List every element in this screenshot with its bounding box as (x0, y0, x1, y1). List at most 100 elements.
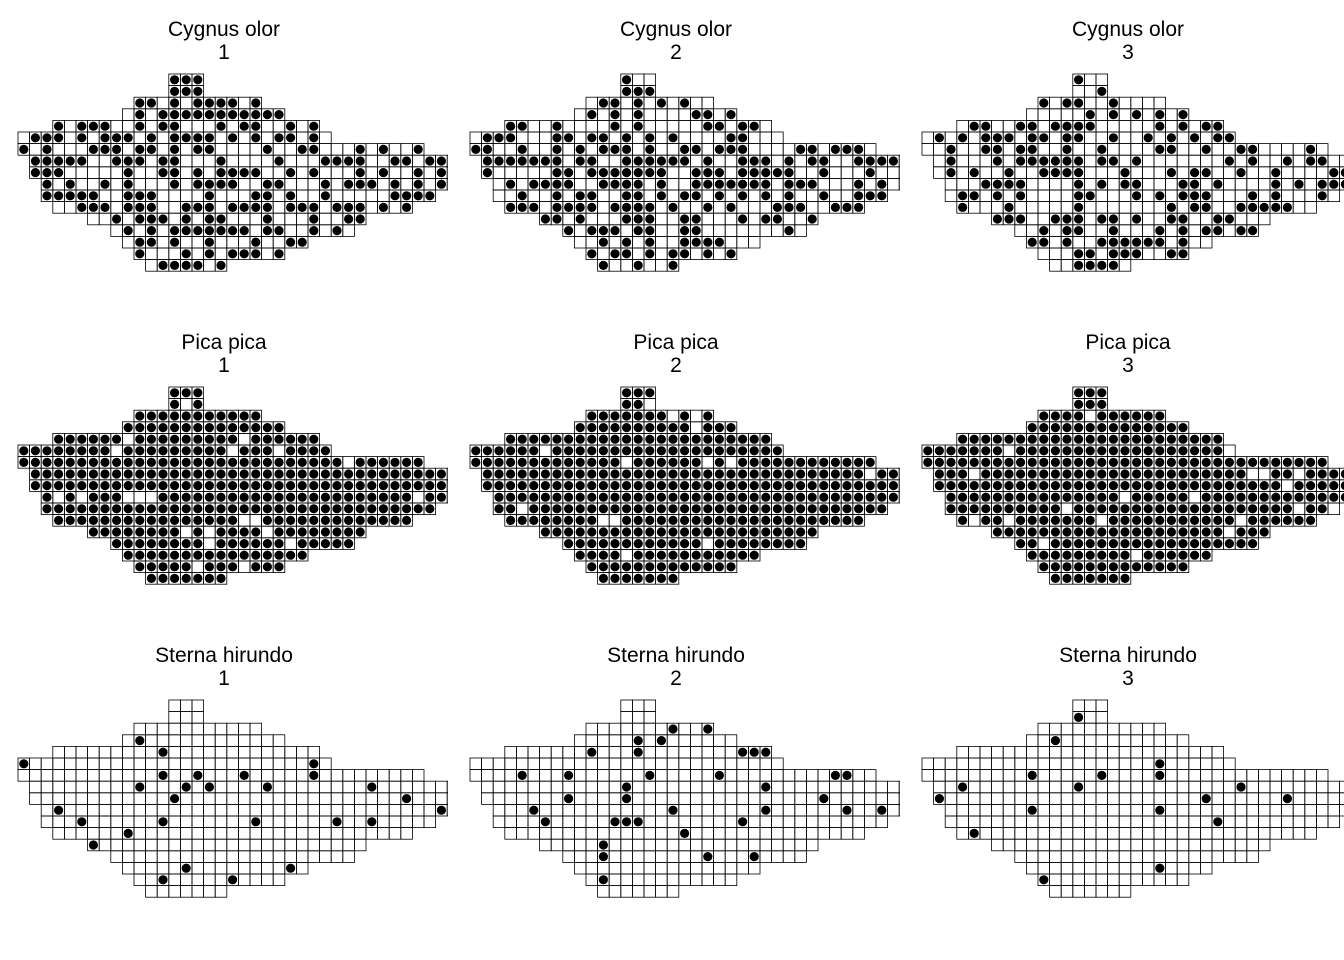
presence-dot (749, 492, 759, 502)
presence-dot (1201, 492, 1211, 502)
grid-square (469, 769, 483, 782)
grid-square (620, 456, 633, 469)
grid-square (1072, 792, 1085, 805)
grid-square (991, 769, 1004, 782)
grid-square (1107, 803, 1120, 817)
presence-dot (1248, 191, 1258, 201)
grid-square (1060, 502, 1074, 516)
presence-dot (726, 434, 736, 444)
presence-dot (1120, 434, 1130, 444)
presence-dot (19, 446, 29, 456)
grid-square (284, 757, 297, 771)
presence-dot (262, 457, 272, 467)
grid-square (1037, 734, 1051, 747)
grid-square (991, 780, 1004, 794)
grid-square (145, 108, 158, 121)
presence-dot (598, 539, 608, 549)
grid-square (110, 838, 123, 852)
presence-dot (726, 504, 736, 514)
presence-dot (181, 550, 191, 560)
presence-dot (680, 214, 690, 224)
grid-square (1269, 154, 1283, 168)
grid-square (1095, 711, 1109, 724)
grid-square (400, 143, 413, 156)
period-label: 3 (1122, 354, 1134, 377)
grid-square (1281, 189, 1294, 203)
presence-dot (123, 133, 133, 143)
grid-square (620, 873, 633, 887)
presence-dot (65, 179, 75, 189)
presence-dot (738, 214, 748, 224)
presence-dot (529, 202, 539, 212)
presence-dot (587, 423, 597, 433)
grid-square (701, 734, 715, 747)
presence-dot (42, 457, 52, 467)
grid-square (1118, 224, 1132, 237)
grid-square (179, 166, 193, 179)
grid-square (643, 792, 657, 805)
presence-dot (761, 481, 771, 491)
presence-dot (1132, 110, 1142, 120)
presence-dot (1155, 515, 1165, 525)
presence-dot (1062, 469, 1072, 479)
grid-square (747, 861, 761, 875)
grid-square (678, 780, 691, 794)
presence-dot (552, 469, 562, 479)
presence-dot (958, 446, 968, 456)
grid-square (1211, 746, 1225, 759)
grid-square (1002, 120, 1016, 133)
presence-dot (1132, 423, 1142, 433)
grid-square (956, 769, 969, 782)
presence-dot (819, 191, 829, 201)
presence-dot (158, 214, 168, 224)
grid-square (400, 827, 413, 840)
grid-square (110, 757, 123, 771)
presence-dot (1085, 399, 1095, 409)
presence-dot (1085, 121, 1095, 131)
presence-dot (703, 724, 713, 734)
presence-dot (622, 504, 632, 514)
presence-dot (784, 168, 794, 178)
presence-dot (1166, 457, 1176, 467)
grid-square (562, 746, 575, 759)
grid-square (805, 525, 819, 539)
presence-dot (1143, 469, 1153, 479)
presence-dot (286, 527, 296, 537)
grid-square (863, 815, 877, 829)
presence-dot (958, 515, 968, 525)
presence-dot (1132, 457, 1142, 467)
presence-dot (645, 469, 655, 479)
grid-square (330, 827, 344, 840)
presence-dot (552, 515, 562, 525)
grid-square (319, 792, 332, 805)
presence-dot (251, 492, 261, 502)
presence-dot (564, 527, 574, 537)
grid-square (817, 780, 831, 794)
grid-square (226, 838, 239, 852)
presence-dot (1097, 411, 1107, 421)
grid-square (469, 131, 483, 145)
grid-square (887, 166, 900, 179)
grid-square (666, 780, 680, 794)
presence-dot (436, 481, 446, 491)
grid-square (1292, 154, 1306, 168)
grid-square (272, 769, 286, 782)
species-label: Pica pica (1085, 331, 1171, 354)
grid-square (794, 537, 807, 550)
grid-square (319, 224, 332, 237)
presence-dot (691, 179, 701, 189)
presence-dot (830, 481, 840, 491)
grid-square (156, 780, 170, 794)
presence-dot (598, 98, 608, 108)
grid-square (1002, 803, 1016, 817)
presence-dot (1190, 481, 1200, 491)
grid-square (678, 177, 691, 191)
presence-dot (796, 492, 806, 502)
presence-dot (146, 144, 156, 154)
grid-square (319, 815, 332, 829)
presence-dot (645, 156, 655, 166)
grid-square (585, 722, 599, 736)
presence-dot (1166, 423, 1176, 433)
presence-dot (54, 481, 64, 491)
grid-square (214, 792, 228, 805)
